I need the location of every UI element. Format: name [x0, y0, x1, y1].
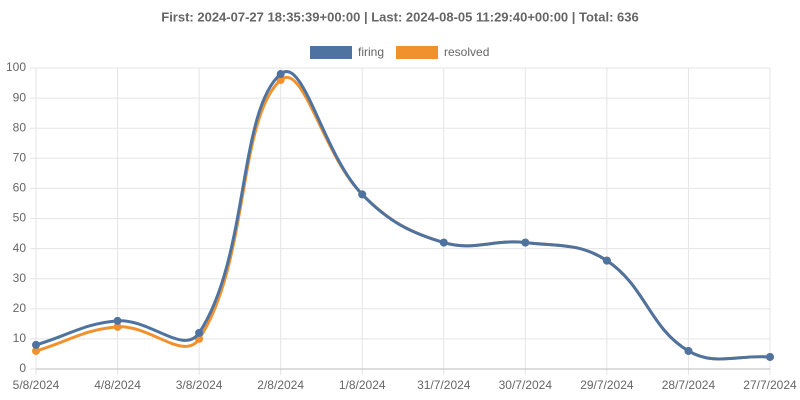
y-tick-label: 10: [13, 331, 27, 345]
y-tick-label: 50: [13, 211, 27, 225]
y-tick-label: 40: [13, 241, 27, 255]
legend-swatch: [396, 46, 439, 59]
data-point: [602, 256, 611, 265]
data-point: [32, 340, 40, 349]
chart-title: First: 2024-07-27 18:35:39+00:00 | Last:…: [161, 9, 638, 24]
y-tick-label: 20: [13, 301, 27, 315]
x-tick-label: 2/8/2024: [257, 378, 304, 392]
data-point: [684, 346, 693, 355]
data-point: [766, 352, 774, 361]
y-tick-label: 30: [13, 271, 27, 285]
x-tick-label: 28/7/2024: [662, 378, 716, 392]
data-point: [113, 322, 122, 331]
y-tick-label: 70: [13, 150, 27, 164]
data-point: [195, 328, 204, 337]
x-tick-label: 4/8/2024: [94, 378, 141, 392]
y-tick-label: 100: [6, 60, 26, 74]
x-tick-label: 30/7/2024: [499, 378, 553, 392]
x-tick-label: 3/8/2024: [176, 378, 223, 392]
data-point: [358, 190, 367, 199]
legend-swatch: [310, 46, 352, 59]
legend-label: resolved: [444, 45, 489, 59]
data-point: [276, 70, 285, 79]
series-line: [35, 70, 771, 361]
data-point: [32, 346, 40, 355]
y-tick-label: 0: [19, 361, 26, 375]
data-point: [113, 316, 122, 325]
x-tick-label: 27/7/2024: [743, 378, 797, 392]
x-tick-label: 29/7/2024: [580, 378, 634, 392]
legend-label: firing: [358, 45, 384, 59]
data-point: [276, 76, 285, 85]
data-point: [521, 238, 530, 247]
data-point: [439, 238, 448, 247]
x-tick-label: 31/7/2024: [417, 378, 471, 392]
y-tick-label: 90: [13, 90, 27, 104]
x-tick-label: 1/8/2024: [339, 378, 386, 392]
y-tick-label: 60: [13, 181, 27, 195]
y-tick-label: 80: [13, 120, 27, 134]
x-tick-label: 5/8/2024: [13, 378, 60, 392]
